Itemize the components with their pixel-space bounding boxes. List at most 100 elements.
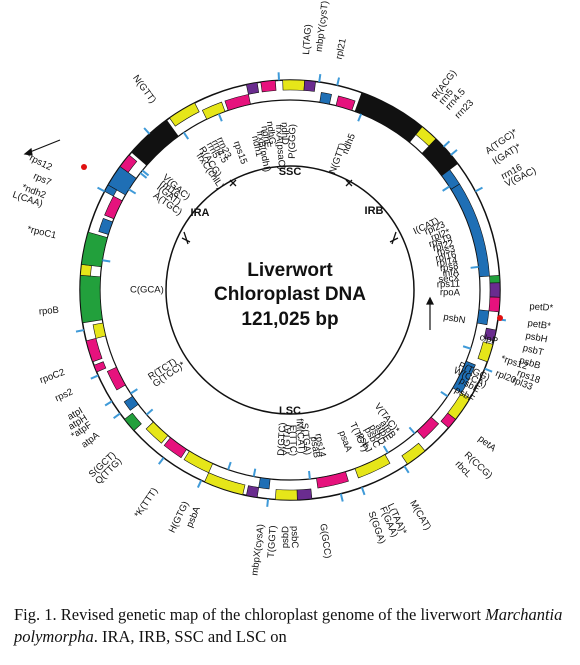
gene-block — [183, 450, 214, 474]
gene-label: rpoB — [38, 305, 59, 318]
rps12-arrows — [23, 139, 434, 330]
gene-label: mbpX(cysA) — [249, 523, 266, 576]
gene-label: *rpoC1 — [26, 224, 57, 241]
gene-label: ndhG — [264, 121, 278, 145]
gene-label: fM(CAT) — [293, 418, 306, 454]
gene-block — [282, 79, 305, 91]
trna-tick — [130, 388, 138, 395]
region-ira: IRA — [191, 207, 210, 219]
trna-tick — [474, 186, 483, 193]
gene-label: secX — [438, 273, 460, 285]
gene-block — [80, 264, 92, 277]
gene-block — [224, 94, 251, 111]
gene-block — [488, 296, 501, 313]
region-irb: IRB — [365, 205, 384, 217]
gene-label: rpl21 — [334, 37, 349, 60]
gene-label: psaB — [308, 436, 322, 459]
region-markers — [181, 179, 399, 245]
gene-block — [124, 412, 142, 431]
trna-tick — [227, 461, 232, 470]
figure-caption: Fig. 1. Revised genetic map of the chlor… — [14, 604, 570, 648]
gene-label: C(GCA) — [130, 285, 164, 296]
gene-block — [296, 488, 313, 501]
gene-label: petA — [476, 433, 499, 454]
trna-tick — [75, 329, 85, 333]
trna-tick — [266, 498, 270, 507]
trna-tick — [484, 367, 493, 373]
gene-label: rps11 — [437, 279, 460, 291]
gene-block — [245, 485, 260, 498]
trna-tick — [139, 172, 148, 179]
gene-block — [452, 360, 476, 394]
gene-label: psbC — [289, 526, 300, 549]
gene-label: E(TTC) — [287, 425, 299, 456]
trna-tick — [141, 169, 150, 177]
gene-label: ndhD — [279, 122, 291, 145]
caption-suffix: . IRA, IRB, SSC and LSC on — [93, 627, 287, 646]
gene-block — [131, 119, 179, 166]
trna-tick — [182, 131, 190, 140]
inner-circle — [165, 165, 415, 415]
gene-block — [204, 472, 246, 495]
center-title-1: Liverwort — [247, 260, 333, 281]
gene-label: psbD — [280, 526, 291, 549]
gene-block — [123, 395, 139, 411]
trna-tick — [470, 265, 479, 269]
trna-tick — [308, 470, 311, 480]
gene-block — [483, 327, 497, 342]
gene-label: ndhE — [259, 125, 273, 149]
gene-label: D(GTC) — [276, 422, 289, 456]
gene-block — [316, 471, 349, 489]
gene-blocks — [79, 79, 501, 501]
gene-block — [81, 231, 108, 268]
trna-tick — [403, 465, 410, 474]
marker-irb — [389, 231, 399, 245]
gene-block — [303, 80, 316, 92]
gene-block — [163, 437, 187, 459]
center-title-3: 121,025 bp — [241, 309, 338, 330]
gene-label: clpP — [478, 332, 499, 347]
gene-block — [489, 275, 501, 284]
gene-block — [85, 338, 103, 363]
marker-ssc-left — [229, 179, 237, 187]
gene-block — [275, 489, 298, 501]
gene-block — [440, 412, 456, 429]
trna-tick — [196, 479, 203, 488]
gene-label: P(GGG) — [287, 124, 299, 159]
gene-block — [258, 477, 271, 490]
gene-block — [476, 309, 490, 326]
gene-label: G(GCC) — [317, 523, 333, 559]
region-ssc: SSC — [279, 166, 302, 178]
gene-block — [201, 101, 226, 120]
caption-prefix: Fig. 1. Revised genetic map of the chlor… — [14, 605, 486, 624]
gene-label: rps15 — [231, 140, 249, 166]
trna-tick — [442, 140, 451, 148]
gene-block — [319, 92, 332, 105]
gene-block — [260, 80, 277, 93]
gene-label: petB* — [527, 318, 552, 332]
trna-tick — [360, 486, 366, 496]
trna-tick — [217, 113, 223, 122]
trna-tick — [104, 400, 113, 407]
gene-block — [335, 95, 356, 111]
gene-label: S(TGA) — [299, 422, 313, 455]
gene-block — [145, 421, 169, 444]
trna-tick — [440, 390, 449, 398]
gene-label: rpl14 — [436, 255, 459, 270]
gene-block — [489, 282, 501, 298]
gene-label: infA — [442, 267, 460, 280]
gene-block — [92, 322, 107, 339]
trna-tick — [462, 345, 472, 350]
trna-tick — [145, 408, 154, 416]
marker-ira — [181, 231, 191, 245]
gene-block — [119, 154, 138, 173]
gene-label: rpoA — [440, 287, 461, 298]
gene-block — [98, 217, 114, 235]
marker-ssc-right — [345, 179, 353, 187]
gene-block — [354, 92, 423, 143]
trna-tick — [252, 468, 257, 477]
gene-block — [477, 341, 494, 363]
gene-block — [104, 195, 123, 220]
gene-label: psbT — [522, 343, 545, 359]
gene-label: *K(TTT) — [132, 486, 160, 520]
